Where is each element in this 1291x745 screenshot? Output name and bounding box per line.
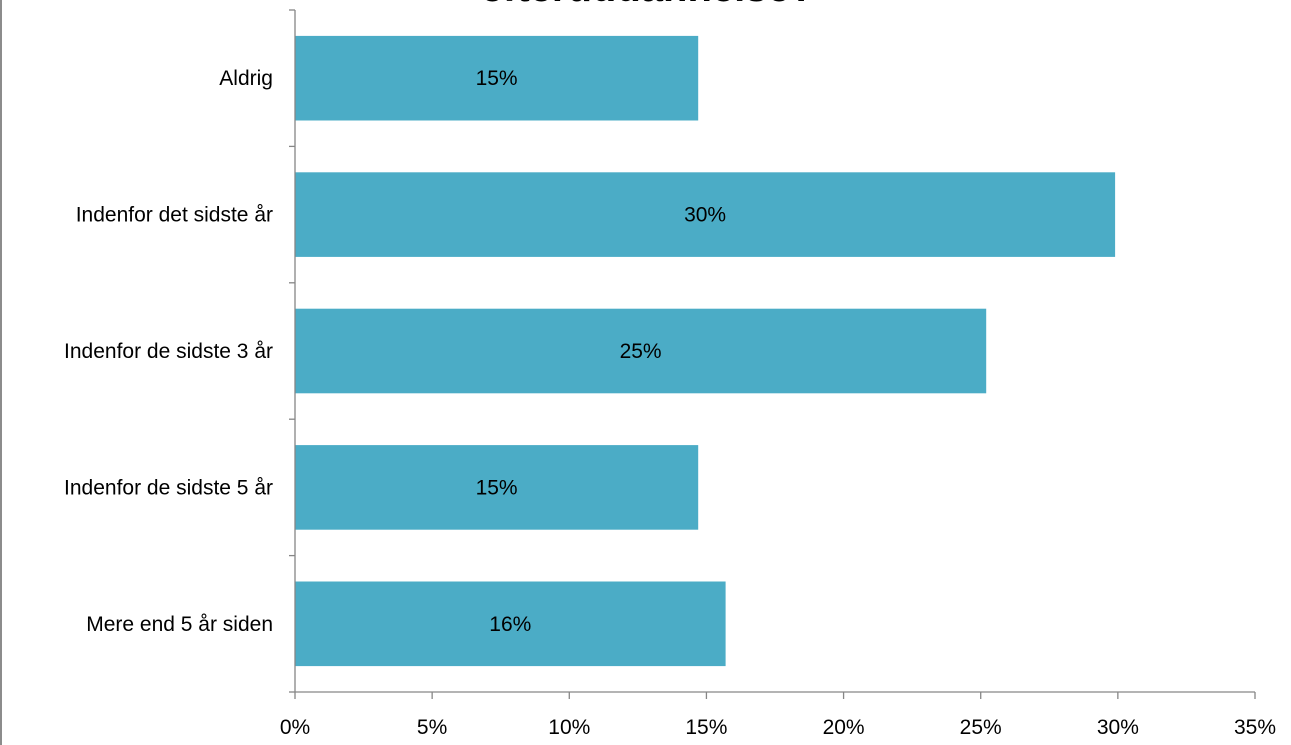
data-label: 25%: [620, 340, 662, 363]
axes-layer: [289, 9, 1256, 699]
bar: [295, 308, 987, 394]
x-tick-label: 5%: [417, 716, 447, 739]
chart-title: efteruddannelse?: [2, 0, 1291, 11]
x-tick-label: 10%: [548, 716, 590, 739]
category-label: Indenfor det sidste år: [76, 204, 273, 227]
category-label: Indenfor de sidste 5 år: [64, 476, 273, 499]
bar: [295, 172, 1116, 257]
data-label: 15%: [476, 67, 518, 90]
bar: [295, 445, 699, 530]
x-tick-label: 20%: [823, 716, 865, 739]
labels-layer: 15% Aldrig 30% Indenfor det sidste år 25% Ind…: [64, 67, 1276, 739]
x-tick-label: 25%: [960, 716, 1002, 739]
data-label: 15%: [476, 476, 518, 499]
x-tick-label: 0%: [280, 716, 310, 739]
data-label: 16%: [489, 613, 531, 636]
bars-layer: [295, 35, 1116, 667]
bar: [295, 581, 726, 667]
data-label: 30%: [684, 204, 726, 227]
bar: [295, 35, 699, 121]
x-tick-label: 35%: [1234, 716, 1276, 739]
category-label: Indenfor de sidste 3 år: [64, 340, 273, 363]
category-label: Aldrig: [219, 67, 273, 90]
category-label: Mere end 5 år siden: [86, 613, 273, 636]
x-tick-label: 30%: [1097, 716, 1139, 739]
x-tick-label: 15%: [685, 716, 727, 739]
